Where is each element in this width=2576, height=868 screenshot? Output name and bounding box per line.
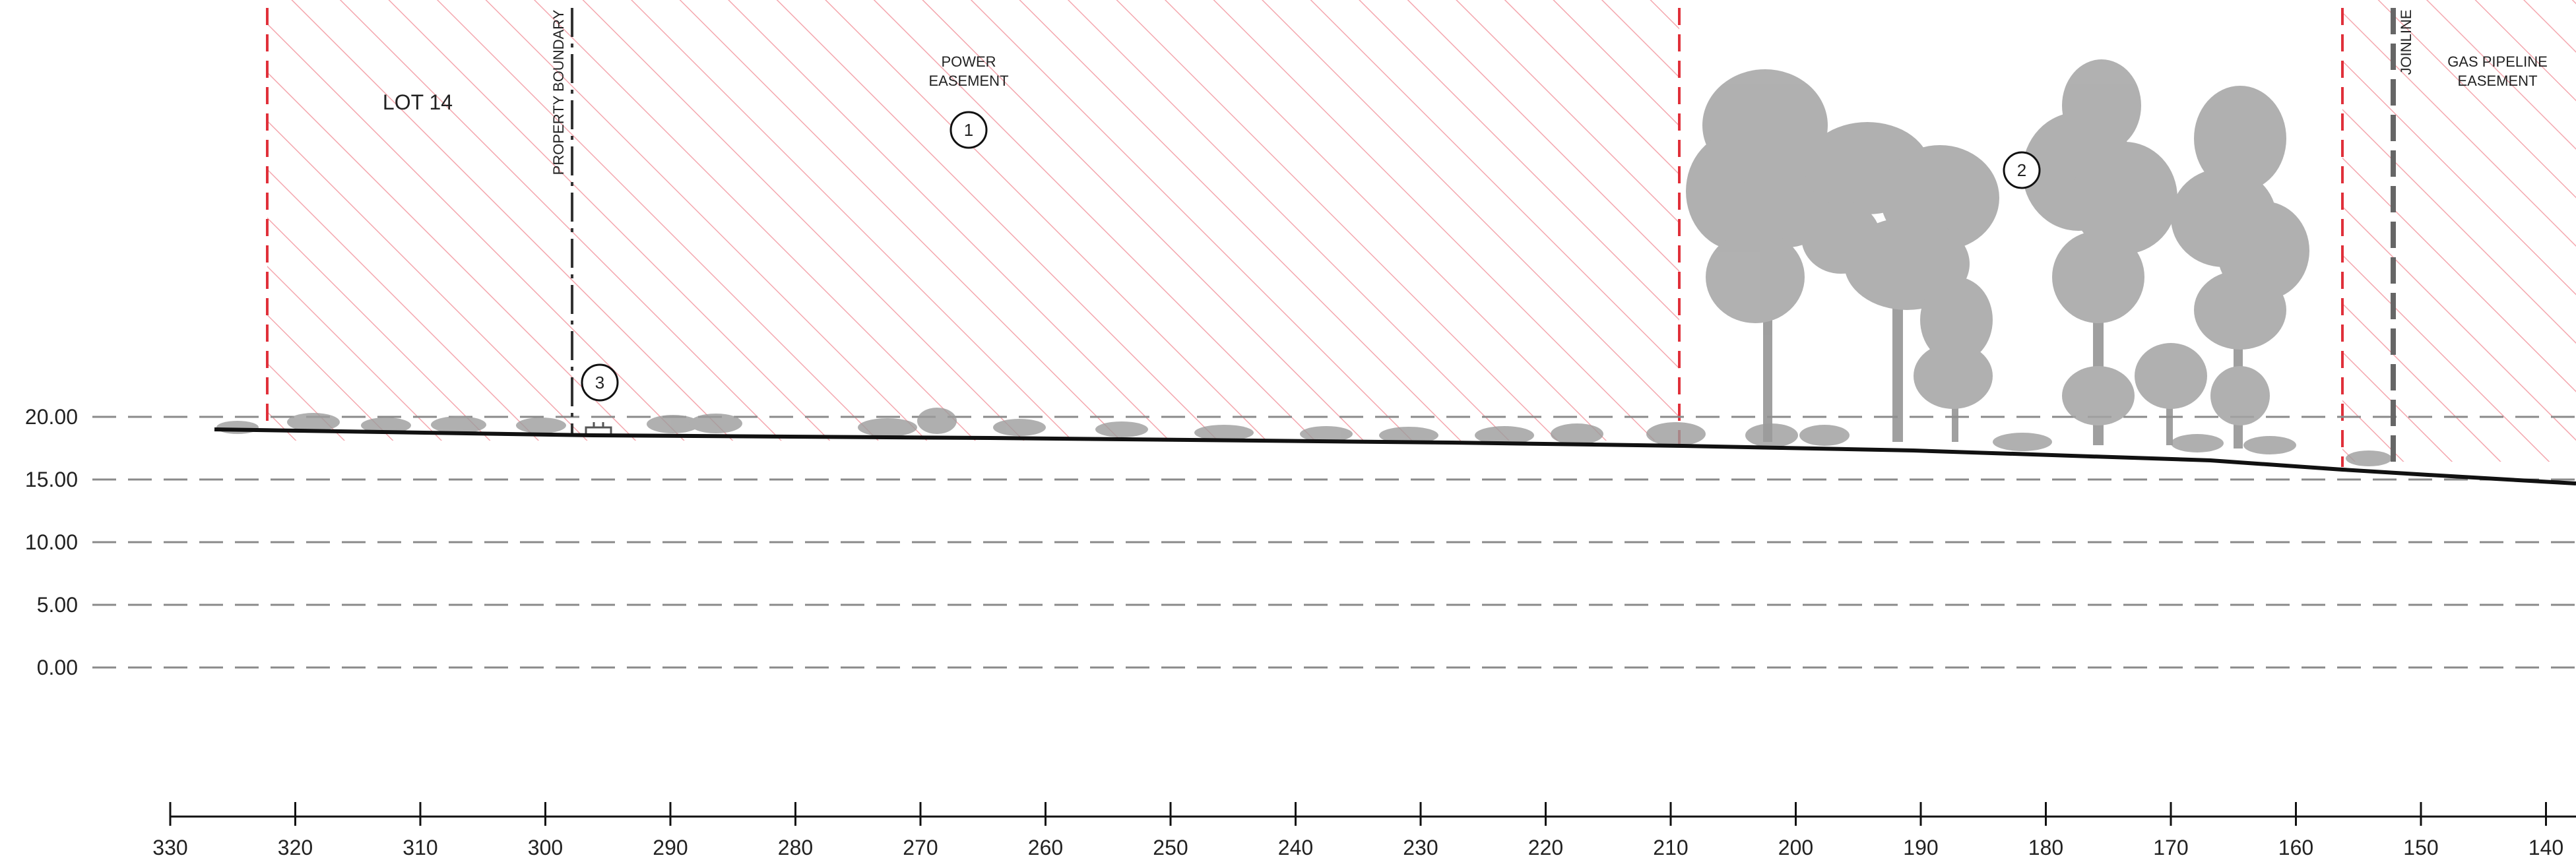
chainage-label: 300 bbox=[528, 836, 563, 859]
elevation-label: 0.00 bbox=[37, 656, 78, 679]
chainage-label: 330 bbox=[152, 836, 187, 859]
callout-marker: 1 bbox=[950, 111, 988, 149]
chainage-label: 210 bbox=[1653, 836, 1688, 859]
chainage-label: 280 bbox=[778, 836, 813, 859]
joinline-label: JOINLINE bbox=[2398, 9, 2414, 75]
gas-easement-label: GAS PIPELINE bbox=[2447, 53, 2548, 70]
chainage-label: 240 bbox=[1278, 836, 1313, 859]
elevation-label: 20.00 bbox=[25, 405, 78, 429]
callout-marker: 3 bbox=[581, 363, 619, 402]
chainage-label: 290 bbox=[653, 836, 688, 859]
chainage-label: 250 bbox=[1153, 836, 1188, 859]
chainage-label: 260 bbox=[1028, 836, 1063, 859]
chainage-label: 200 bbox=[1778, 836, 1813, 859]
gas-easement-label: EASEMENT bbox=[2457, 73, 2537, 89]
lot-label: LOT 14 bbox=[383, 90, 453, 114]
gas-easement-hatch bbox=[2342, 0, 2576, 462]
chainage-label: 230 bbox=[1403, 836, 1438, 859]
tree-vegetation bbox=[1686, 59, 2309, 449]
chainage-label: 310 bbox=[402, 836, 437, 859]
chainage-label: 150 bbox=[2403, 836, 2438, 859]
chainage-label: 160 bbox=[2278, 836, 2313, 859]
power-easement-label: EASEMENT bbox=[928, 73, 1008, 89]
chainage-label: 220 bbox=[1528, 836, 1563, 859]
chainage-label: 140 bbox=[2528, 836, 2563, 859]
chainage-label: 270 bbox=[903, 836, 938, 859]
elevation-label: 10.00 bbox=[25, 530, 78, 554]
chainage-label: 180 bbox=[2028, 836, 2063, 859]
chainage-label: 190 bbox=[1903, 836, 1938, 859]
callout-marker: 2 bbox=[2003, 151, 2041, 189]
callout-number: 2 bbox=[2017, 160, 2026, 180]
elevation-axis: 20.00 15.00 10.00 5.00 0.00 bbox=[25, 405, 78, 679]
elevation-label: 15.00 bbox=[25, 468, 78, 491]
property-boundary-label: PROPERTY BOUNDARY bbox=[550, 9, 567, 175]
callout-number: 3 bbox=[595, 373, 604, 392]
chainage-label: 320 bbox=[278, 836, 313, 859]
callout-number: 1 bbox=[964, 120, 973, 140]
elevation-label: 5.00 bbox=[37, 593, 78, 617]
ground-profile-line bbox=[214, 427, 2576, 485]
elevation-datum-lines bbox=[92, 416, 2576, 669]
chainage-axis: 330 320 310 300 290 280 270 260 250 240 230 220 210 2… bbox=[152, 802, 2576, 859]
power-easement-label: POWER bbox=[941, 53, 996, 70]
power-easement-hatch bbox=[267, 0, 1679, 441]
chainage-label: 170 bbox=[2153, 836, 2188, 859]
